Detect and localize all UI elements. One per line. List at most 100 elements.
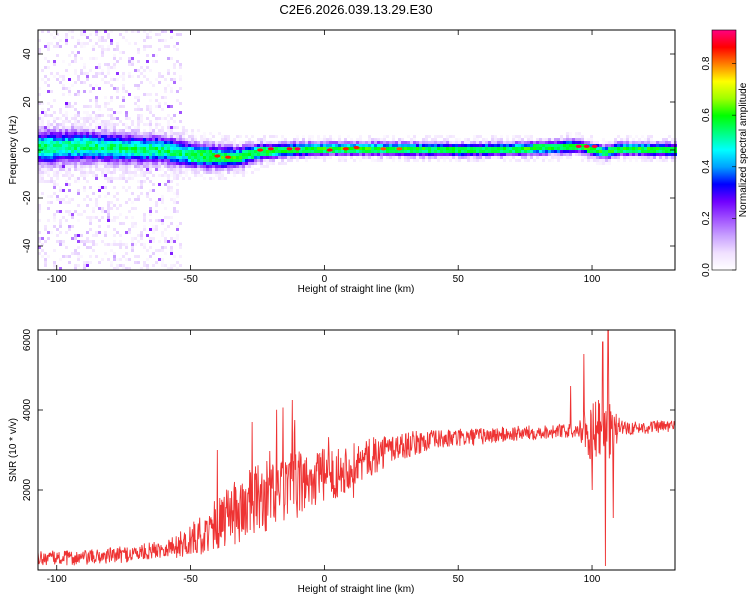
spectrogram-cell <box>254 147 257 150</box>
spectrogram-cell <box>239 147 242 150</box>
spectrogram-cell <box>659 159 662 162</box>
spectrogram-cell <box>149 168 152 171</box>
spectrogram-cell <box>338 153 341 156</box>
spectrogram-cell <box>206 159 209 162</box>
spectrogram-cell <box>122 153 125 156</box>
spectrogram-peak <box>214 154 221 158</box>
spectrogram-cell <box>167 57 170 60</box>
spectrogram-cell <box>86 117 89 120</box>
spectrogram-cell <box>488 144 491 147</box>
spectrogram-cell <box>377 159 380 162</box>
spectrogram-cell <box>281 144 284 147</box>
spectrogram-cell <box>137 153 140 156</box>
spectrogram-cell <box>95 150 98 153</box>
spectrogram-cell <box>95 42 98 45</box>
spectrogram-cell <box>149 144 152 147</box>
spectrogram-cell <box>44 129 47 132</box>
spectrogram-cell <box>167 186 170 189</box>
spectrogram-cell <box>455 156 458 159</box>
spectrogram-cell <box>59 138 62 141</box>
spectrogram-cell <box>59 219 62 222</box>
spectrogram-cell <box>584 147 587 150</box>
spectrogram-cell <box>620 150 623 153</box>
spectrogram-cell <box>524 150 527 153</box>
spectrogram-cell <box>98 138 101 141</box>
spectrogram-cell <box>242 144 245 147</box>
spectrogram-cell <box>512 135 515 138</box>
spectrogram-cell <box>632 144 635 147</box>
spectrogram-cell <box>137 147 140 150</box>
spectrogram-cell <box>530 135 533 138</box>
spectrogram-cell <box>77 219 80 222</box>
spectrogram-cell <box>269 144 272 147</box>
spectrogram-cell <box>146 45 149 48</box>
spectrogram-cell <box>179 147 182 150</box>
spectrogram-cell <box>239 156 242 159</box>
spectrogram-cell <box>392 150 395 153</box>
spectrogram-cell <box>422 141 425 144</box>
spectrogram-cell <box>104 234 107 237</box>
spectrogram-cell <box>377 144 380 147</box>
spectrogram-cell <box>569 141 572 144</box>
spectrogram-cell <box>203 168 206 171</box>
spectrogram-cell <box>164 183 167 186</box>
spectrogram-cell <box>167 72 170 75</box>
spectrogram-cell <box>149 126 152 129</box>
spectrogram-cell <box>140 141 143 144</box>
spectrogram-cell <box>77 126 80 129</box>
spectrogram-cell <box>83 210 86 213</box>
spectrogram-cell <box>104 132 107 135</box>
spectrogram-cell <box>68 156 71 159</box>
spectrogram-cell <box>44 138 47 141</box>
spectrogram-cell <box>221 138 224 141</box>
spectrogram-cell <box>566 138 569 141</box>
spectrogram-cell <box>98 105 101 108</box>
spectrogram-cell <box>566 150 569 153</box>
spectrogram-cell <box>467 141 470 144</box>
spectrogram-cell <box>65 180 68 183</box>
spectrogram-cell <box>269 141 272 144</box>
spectrogram-cell <box>326 141 329 144</box>
spectrogram-cell <box>122 87 125 90</box>
spectrogram-cell <box>44 144 47 147</box>
spectrogram-cell <box>89 165 92 168</box>
spectrogram-cell <box>308 144 311 147</box>
spectrogram-cell <box>179 264 182 267</box>
spectrogram-cell <box>434 156 437 159</box>
spectrogram-cell <box>467 159 470 162</box>
spectrogram-cell <box>95 144 98 147</box>
spectrogram-cell <box>482 144 485 147</box>
spectrogram-cell <box>581 150 584 153</box>
spectrogram-cell <box>368 144 371 147</box>
spectrogram-cell <box>65 141 68 144</box>
spectrogram-cell <box>149 207 152 210</box>
spectrogram-cell <box>221 177 224 180</box>
spectrogram-cell <box>95 114 98 117</box>
spectrogram-cell <box>173 174 176 177</box>
spectrogram-cell <box>329 138 332 141</box>
spectrogram-cell <box>74 165 77 168</box>
spectrogram-cell <box>155 201 158 204</box>
spectrogram-cell <box>197 144 200 147</box>
spectrogram-cell <box>281 135 284 138</box>
spectrogram-cell <box>122 96 125 99</box>
spectrogram-cell <box>95 156 98 159</box>
spectrogram-cell <box>215 165 218 168</box>
spectrogram-cell <box>65 42 68 45</box>
spectrogram-cell <box>557 147 560 150</box>
spectrogram-cell <box>107 162 110 165</box>
spectrogram-cell <box>560 141 563 144</box>
spectrogram-cell <box>473 147 476 150</box>
spectrogram-cell <box>116 165 119 168</box>
spectrogram-cell <box>560 138 563 141</box>
spectrogram-cell <box>422 147 425 150</box>
spectrogram-cell <box>239 135 242 138</box>
spectrogram-cell <box>344 159 347 162</box>
spectrogram-cell <box>413 135 416 138</box>
spectrogram-cell <box>122 36 125 39</box>
spectrogram-cell <box>575 135 578 138</box>
spectrogram-cell <box>38 156 41 159</box>
spectrogram-cell <box>65 174 68 177</box>
spectrogram-cell <box>128 141 131 144</box>
spectrogram-cell <box>104 48 107 51</box>
